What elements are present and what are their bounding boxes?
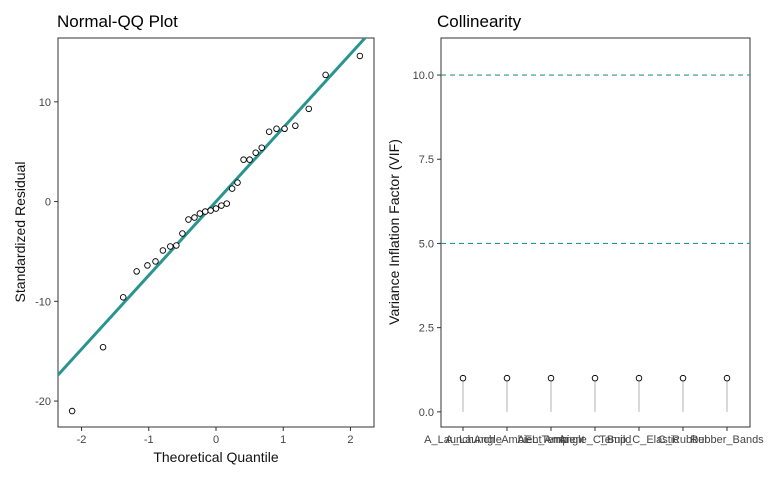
qq-plot-title: Normal-QQ Plot <box>57 12 178 31</box>
qq-point <box>258 144 265 151</box>
vif-x-tick-label: Rubber_Bands <box>690 434 764 446</box>
vif-point <box>459 374 467 382</box>
qq-point <box>356 52 364 60</box>
qq-point <box>173 242 180 249</box>
qq-x-tick-label: 1 <box>280 434 286 446</box>
vif-y-tick-label: 7.5 <box>419 154 434 166</box>
vif-point <box>723 374 731 382</box>
vif-point <box>591 374 599 382</box>
qq-point <box>99 343 107 351</box>
qq-point <box>281 125 288 133</box>
qq-y-tick-label: -20 <box>35 396 51 408</box>
qq-point <box>218 202 225 209</box>
qq-plot-frame <box>57 37 375 428</box>
qq-point <box>234 179 241 186</box>
qq-point <box>191 214 198 221</box>
vif-x-tick-label: A_Launch_AmbientTemp <box>446 434 569 446</box>
qq-point <box>207 207 214 214</box>
collinearity-frame <box>440 37 751 428</box>
qq-point <box>252 149 259 156</box>
vif-point <box>503 374 511 382</box>
qq-point <box>246 156 253 163</box>
vif-x-tick-label: A_LaunchAngle <box>424 434 502 446</box>
qq-point <box>133 268 140 275</box>
qq-point <box>228 185 236 192</box>
qq-point <box>159 247 167 254</box>
qq-point <box>322 71 329 79</box>
vif-y-axis-title: Variance Inflation Factor (VIF) <box>386 139 402 325</box>
qq-point <box>167 243 174 250</box>
qq-point <box>185 216 192 223</box>
qq-point <box>292 122 299 130</box>
qq-x-axis-title: Theoretical Quantile <box>153 449 279 465</box>
qq-x-tick-label: -1 <box>144 434 154 446</box>
qq-point <box>273 125 280 133</box>
vif-y-tick-label: 2.5 <box>419 323 434 335</box>
qq-y-tick-label: 10 <box>39 97 51 109</box>
qq-point <box>201 208 209 215</box>
qq-point <box>152 258 159 265</box>
qq-point <box>68 407 76 415</box>
vif-x-tick-label: AEL_Ambient <box>517 434 584 446</box>
qq-x-tick-label: 2 <box>347 434 353 446</box>
qq-point <box>305 105 313 113</box>
vif-point <box>547 374 555 382</box>
vif-x-tick-label: C_Rubber <box>658 434 708 446</box>
vif-x-tick-label: Angle_C_Build <box>559 434 632 446</box>
collinearity-panel: Collinearity 0.0 2.5 5.0 7.5 10.0 A_LaunchAn… <box>386 12 764 446</box>
qq-point <box>212 205 220 212</box>
vif-point <box>635 374 643 382</box>
qq-reference-line <box>56 36 367 377</box>
qq-point <box>265 128 273 136</box>
qq-y-axis-title: Standardized Residual <box>12 162 28 303</box>
vif-x-tick-label: Temp_C_Elastic <box>599 434 679 446</box>
qq-point <box>119 294 127 301</box>
vif-y-tick-label: 5.0 <box>419 238 434 250</box>
qq-y-tick-label: -10 <box>35 296 51 308</box>
vif-y-tick-label: 0.0 <box>419 407 434 419</box>
collinearity-title: Collinearity <box>437 12 522 31</box>
vif-point <box>679 374 687 382</box>
qq-point <box>196 210 204 217</box>
qq-point <box>144 262 151 269</box>
qq-point <box>240 156 247 163</box>
qq-x-tick-label: -2 <box>77 434 87 446</box>
vif-y-tick-label: 10.0 <box>413 70 434 82</box>
qq-point <box>179 230 186 237</box>
qq-x-tick-label: 0 <box>213 434 219 446</box>
qq-point <box>223 200 231 207</box>
qq-y-tick-label: 0 <box>45 197 51 209</box>
